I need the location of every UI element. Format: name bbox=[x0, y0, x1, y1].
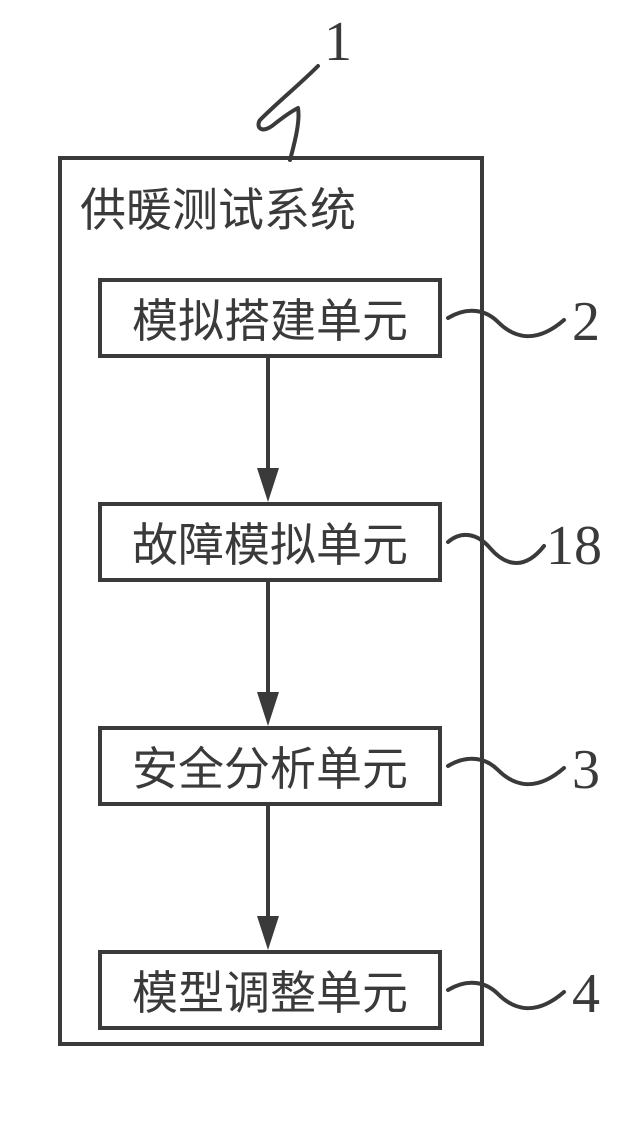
ref-label-2: 2 bbox=[572, 290, 600, 354]
system-container-title: 供暖测试系统 bbox=[80, 174, 356, 240]
node-label: 故障模拟单元 bbox=[132, 509, 408, 575]
ref-label-text: 18 bbox=[546, 515, 602, 577]
ref-label-text: 3 bbox=[572, 739, 600, 801]
ref-label-18: 18 bbox=[546, 514, 602, 578]
node-label: 安全分析单元 bbox=[132, 733, 408, 799]
ref-label-3: 3 bbox=[572, 738, 600, 802]
ref-label-4: 4 bbox=[572, 962, 600, 1026]
node-model-adjustment-unit: 模型调整单元 bbox=[98, 950, 442, 1030]
node-label: 模型调整单元 bbox=[132, 957, 408, 1023]
node-fault-simulation-unit: 故障模拟单元 bbox=[98, 502, 442, 582]
node-label: 模拟搭建单元 bbox=[132, 285, 408, 351]
ref-label-1: 1 bbox=[324, 10, 352, 74]
node-safety-analysis-unit: 安全分析单元 bbox=[98, 726, 442, 806]
ref-label-text: 4 bbox=[572, 963, 600, 1025]
ref-label-text: 2 bbox=[572, 291, 600, 353]
ref-label-text: 1 bbox=[324, 11, 352, 73]
diagram-canvas: { "canvas": { "width": 640, "height": 11… bbox=[0, 0, 640, 1123]
node-simulation-build-unit: 模拟搭建单元 bbox=[98, 278, 442, 358]
